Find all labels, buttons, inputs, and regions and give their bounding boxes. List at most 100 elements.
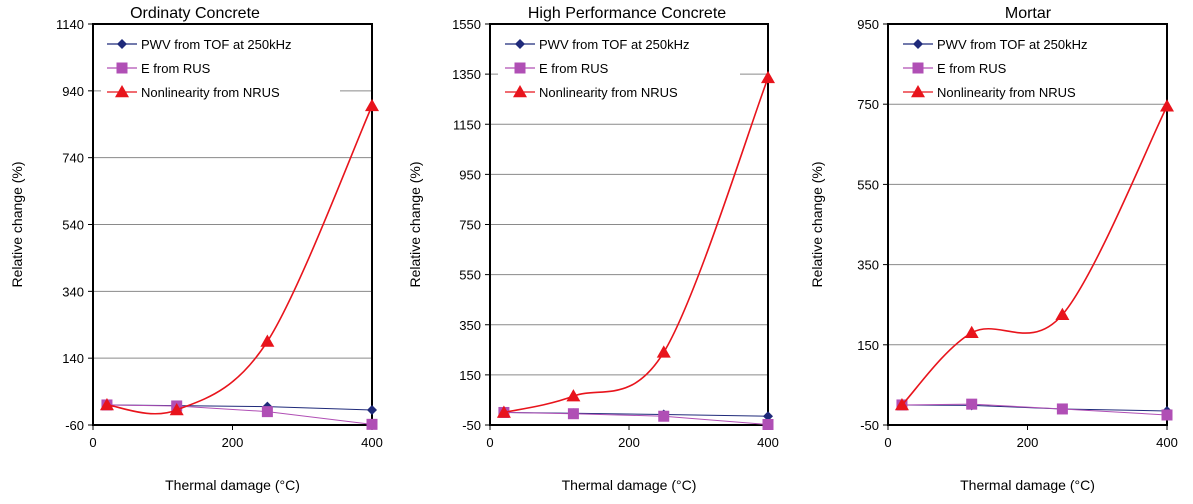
x-tick-label: 0 <box>884 435 891 450</box>
series-line <box>901 105 1168 406</box>
series-line <box>106 404 373 425</box>
data-point <box>365 98 379 112</box>
y-tick-label: -60 <box>65 418 84 433</box>
x-axis-label: Thermal damage (°C) <box>562 477 697 493</box>
y-tick-label: -50 <box>462 418 481 433</box>
y-tick-label: 1350 <box>452 67 481 82</box>
data-point <box>894 397 909 411</box>
y-tick-label: 940 <box>62 84 84 99</box>
data-point <box>656 345 671 358</box>
y-tick-label: 150 <box>459 368 481 383</box>
chart-1: -60 140 340 540 740 940 1140 0 200 400 Ordinaty Co… <box>9 5 383 493</box>
legend-label: Nonlinearity from NRUS <box>141 85 280 100</box>
chart-2: -50 150 350 550 750 950 1150 1350 1550 0 200 400 Hig… <box>407 5 779 493</box>
y-tick-label: 1140 <box>56 17 84 32</box>
x-axis-label: Thermal damage (°C) <box>960 477 1095 493</box>
y-tick-label: 150 <box>857 338 879 353</box>
y-tick-label: 140 <box>62 351 84 366</box>
legend-marker <box>515 39 525 49</box>
x-tick-label: 200 <box>222 435 244 450</box>
legend-marker <box>912 62 924 74</box>
y-tick-label: 950 <box>459 167 481 182</box>
x-axis-label: Thermal damage (°C) <box>165 477 300 493</box>
series-line <box>503 411 769 425</box>
x-tick-label: 400 <box>757 435 779 450</box>
y-tick-label: 550 <box>459 268 481 283</box>
data-point <box>1160 99 1174 112</box>
legend-label: PWV from TOF at 250kHz <box>539 37 690 52</box>
series-line <box>106 105 373 415</box>
x-tick-label: 0 <box>89 435 96 450</box>
data-point <box>496 405 511 418</box>
legend-marker <box>911 85 925 98</box>
x-tick-label: 200 <box>618 435 640 450</box>
y-tick-label: 950 <box>857 17 879 32</box>
legend-marker <box>514 62 526 74</box>
data-point <box>964 325 979 339</box>
y-tick-label: 550 <box>857 177 879 192</box>
data-point <box>1161 409 1173 421</box>
legend-marker <box>117 39 127 49</box>
chart-3: -50 150 350 550 750 950 0 200 400 Mortar Thermal d… <box>809 5 1178 493</box>
legend-marker <box>115 85 129 98</box>
y-tick-label: 340 <box>62 284 84 299</box>
legend-label: E from RUS <box>141 61 211 76</box>
chart-title: Mortar <box>1005 5 1052 22</box>
series-2 <box>896 398 1173 421</box>
series-3 <box>99 98 379 416</box>
data-point <box>99 397 114 411</box>
legend-box <box>896 32 1137 102</box>
x-tick-label: 400 <box>1156 435 1178 450</box>
data-point <box>1055 307 1070 320</box>
legend-box <box>498 32 740 102</box>
series-2 <box>498 406 774 430</box>
x-tick-label: 400 <box>361 435 383 450</box>
chart-title: High Performance Concrete <box>528 5 726 22</box>
series-line <box>503 77 769 414</box>
legend-label: PWV from TOF at 250kHz <box>937 37 1088 52</box>
x-tick-label: 0 <box>486 435 493 450</box>
y-tick-label: 350 <box>459 318 481 333</box>
data-point <box>762 418 774 430</box>
data-point <box>261 406 273 418</box>
data-point <box>763 411 773 422</box>
y-tick-label: 750 <box>857 97 879 112</box>
y-axis-label: Relative change (%) <box>407 161 423 287</box>
data-point <box>366 418 378 430</box>
legend-marker <box>913 39 923 49</box>
legend-label: E from RUS <box>937 61 1007 76</box>
legend-label: PWV from TOF at 250kHz <box>141 37 292 52</box>
x-tick-label: 200 <box>1017 435 1039 450</box>
data-point <box>567 408 579 420</box>
legend-marker <box>513 85 527 98</box>
chart-title: Ordinaty Concrete <box>130 5 260 22</box>
legend-label: E from RUS <box>539 61 609 76</box>
y-axis-label: Relative change (%) <box>9 161 25 287</box>
y-tick-label: 1550 <box>452 17 481 32</box>
data-point <box>260 334 275 347</box>
series-line <box>901 403 1168 416</box>
data-point <box>761 70 775 84</box>
y-tick-label: -50 <box>860 418 879 433</box>
y-tick-label: 740 <box>62 151 84 166</box>
legend-label: Nonlinearity from NRUS <box>937 85 1076 100</box>
legend-marker <box>116 62 128 74</box>
y-tick-label: 350 <box>857 258 879 273</box>
data-point <box>658 410 670 422</box>
y-tick-label: 540 <box>62 218 84 233</box>
data-point <box>966 398 978 410</box>
series-3 <box>496 70 775 418</box>
legend-label: Nonlinearity from NRUS <box>539 85 678 100</box>
y-tick-label: 750 <box>459 218 481 233</box>
y-axis-label: Relative change (%) <box>809 161 825 287</box>
data-point <box>367 404 377 415</box>
series-1 <box>498 407 773 422</box>
legend-box <box>101 32 340 102</box>
data-point <box>566 389 581 402</box>
y-tick-label: 1150 <box>453 117 481 132</box>
data-point <box>1056 403 1068 415</box>
series-line <box>901 404 1168 412</box>
series-3 <box>894 99 1174 411</box>
